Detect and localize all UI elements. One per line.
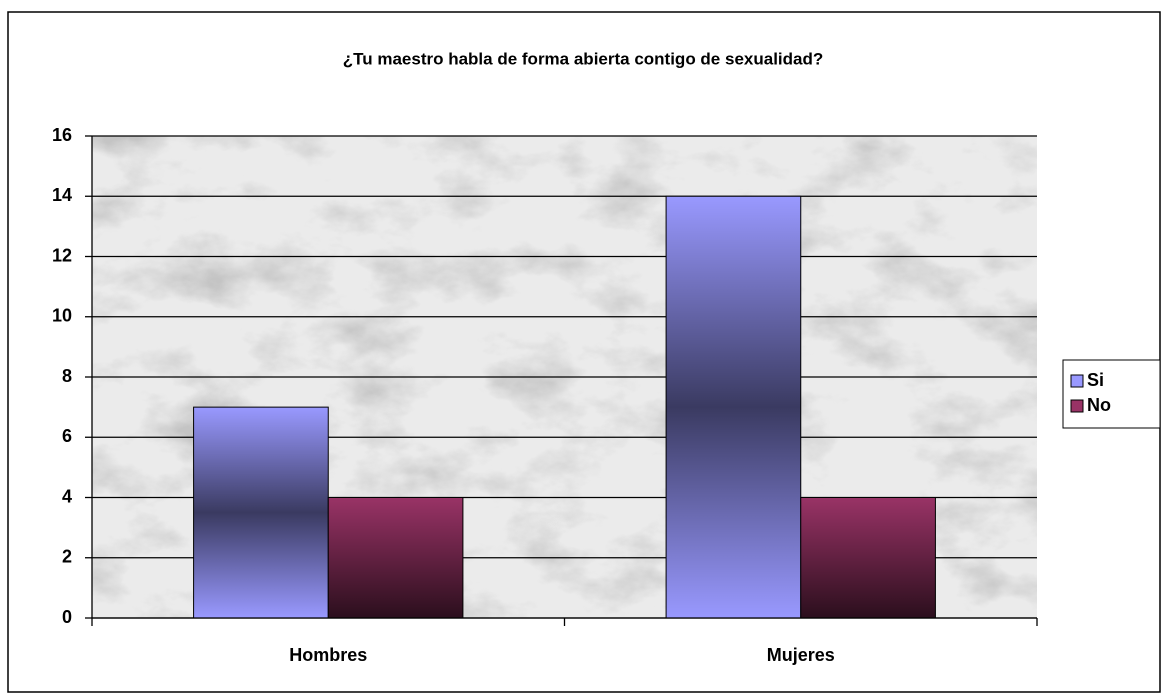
bar-shade (327, 497, 464, 619)
y-tick-label: 2 (62, 547, 72, 567)
legend-box (1062, 359, 1161, 429)
legend-label: No (1087, 395, 1111, 415)
chart-title: ¿Tu maestro habla de forma abierta conti… (343, 49, 824, 68)
y-tick-label: 12 (52, 245, 72, 265)
legend-swatch (1070, 374, 1084, 388)
y-tick-label: 8 (62, 366, 72, 386)
y-tick-label: 14 (52, 185, 72, 205)
legend-label: Si (1087, 370, 1104, 390)
bar-shade (665, 195, 802, 619)
y-tick-label: 4 (62, 486, 72, 506)
x-tick-label: Hombres (289, 645, 367, 665)
y-tick-label: 16 (52, 125, 72, 145)
bar-shade (800, 497, 936, 619)
bar-shade (193, 406, 329, 619)
y-tick-label: 10 (52, 306, 72, 326)
y-tick-label: 0 (62, 607, 72, 627)
legend-swatch (1070, 399, 1084, 413)
y-tick-label: 6 (62, 426, 72, 446)
x-tick-label: Mujeres (767, 645, 835, 665)
